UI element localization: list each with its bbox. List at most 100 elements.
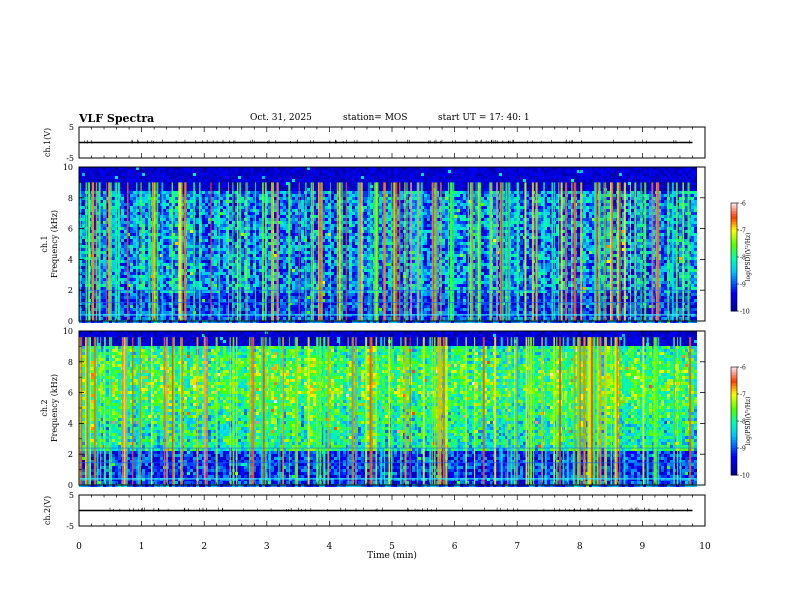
- spec-cell: [253, 284, 256, 287]
- spec-cell: [190, 296, 193, 299]
- spec-cell: [202, 311, 205, 314]
- spec-cell: [202, 188, 205, 191]
- spec-cell: [223, 287, 226, 290]
- spec-cell: [247, 299, 250, 302]
- spec-cell: [301, 290, 304, 293]
- spec-cell: [307, 308, 310, 311]
- spec-cell: [307, 245, 310, 248]
- spec-cell: [82, 197, 85, 200]
- spec-cell: [112, 281, 115, 284]
- spec-cell: [268, 254, 271, 257]
- spec-cell: [250, 203, 253, 206]
- spec-cell: [343, 200, 346, 203]
- spec-cell: [157, 197, 160, 200]
- spec-cell: [289, 284, 292, 287]
- spec-cell: [244, 227, 247, 230]
- spec-cell: [289, 218, 292, 221]
- spec-cell: [181, 170, 184, 173]
- spec-cell: [103, 314, 106, 317]
- spec-cell: [283, 296, 286, 299]
- spec-cell: [241, 302, 244, 305]
- spec-cell: [280, 194, 283, 197]
- spec-cell: [223, 308, 226, 311]
- spec-cell: [232, 254, 235, 257]
- spec-cell: [94, 221, 97, 224]
- spec-cell: [112, 314, 115, 317]
- spec-cell: [211, 191, 214, 194]
- spec-cell: [256, 173, 259, 176]
- spec-cell: [235, 167, 238, 170]
- spec-cell: [343, 233, 346, 236]
- spec-cell: [190, 194, 193, 197]
- spec-cell: [241, 239, 244, 242]
- spec-cell: [331, 287, 334, 290]
- spec-cell: [262, 173, 265, 176]
- spec-cell: [364, 215, 367, 218]
- spec-cell: [241, 263, 244, 266]
- spec-cell: [292, 317, 295, 320]
- spec-cell: [190, 185, 193, 188]
- spec-cell: [133, 176, 136, 179]
- spec-cell: [226, 254, 229, 257]
- spec-cell: [235, 260, 238, 263]
- spec-cell: [301, 257, 304, 260]
- spec-cell: [331, 317, 334, 320]
- spec-cell: [106, 308, 109, 311]
- spec-cell: [241, 317, 244, 320]
- spec-cell: [97, 203, 100, 206]
- spec-cell: [121, 308, 124, 311]
- spec-cell: [157, 179, 160, 182]
- spec-cell: [145, 275, 148, 278]
- spec-cell: [253, 272, 256, 275]
- spec-cell: [175, 212, 178, 215]
- spec-cell: [229, 245, 232, 248]
- spec-cell: [214, 278, 217, 281]
- spec-cell: [292, 272, 295, 275]
- spec-cell: [139, 167, 142, 170]
- spec-cell: [133, 305, 136, 308]
- spec-cell: [208, 215, 211, 218]
- spec-cell: [139, 236, 142, 239]
- spec-cell: [256, 206, 259, 209]
- spec-cell: [292, 266, 295, 269]
- spec-cell: [292, 302, 295, 305]
- spec-cell: [88, 167, 91, 170]
- spec-cell: [214, 185, 217, 188]
- spec-cell: [169, 314, 172, 317]
- spec-cell: [187, 215, 190, 218]
- spec-cell: [274, 173, 277, 176]
- spec-cell: [280, 257, 283, 260]
- spec-cell: [259, 245, 262, 248]
- spec-cell: [124, 281, 127, 284]
- spec-cell: [88, 170, 91, 173]
- spec-cell: [298, 167, 301, 170]
- spec-cell: [352, 185, 355, 188]
- spec-cell: [313, 257, 316, 260]
- spec-cell: [283, 185, 286, 188]
- spec-cell: [334, 224, 337, 227]
- spec-cell: [106, 284, 109, 287]
- spec-cell: [142, 284, 145, 287]
- spec-cell: [172, 275, 175, 278]
- spec-cell: [301, 275, 304, 278]
- spec-cell: [214, 203, 217, 206]
- spec-cell: [106, 272, 109, 275]
- spec-cell: [169, 296, 172, 299]
- spec-cell: [106, 317, 109, 320]
- spec-cell: [244, 266, 247, 269]
- spec-cell: [100, 215, 103, 218]
- spec-cell: [190, 242, 193, 245]
- spec-cell: [220, 242, 223, 245]
- spec-cell: [313, 221, 316, 224]
- spec-cell: [226, 290, 229, 293]
- spec-cell: [349, 200, 352, 203]
- spec-cell: [247, 266, 250, 269]
- spec-cell: [352, 287, 355, 290]
- spec-cell: [229, 293, 232, 296]
- spec-cell: [289, 299, 292, 302]
- spec-cell: [187, 299, 190, 302]
- spec-cell: [82, 191, 85, 194]
- spec-cell: [169, 287, 172, 290]
- spec-cell: [301, 185, 304, 188]
- spec-cell: [220, 275, 223, 278]
